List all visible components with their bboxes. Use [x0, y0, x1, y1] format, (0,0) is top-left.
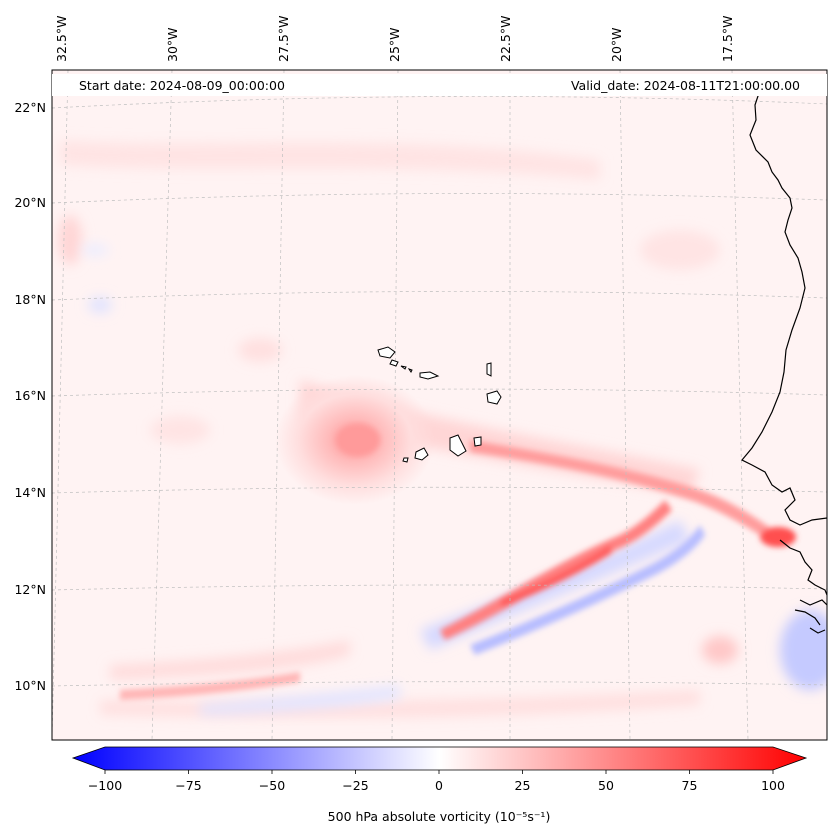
- cape-verde-islands: [377, 346, 502, 463]
- start-date-label: Start date: 2024-08-09_00:00:00: [79, 78, 285, 93]
- colorbar-tick-label: 75: [682, 778, 698, 793]
- plot-frame: [51, 69, 828, 741]
- header-strip: [52, 74, 827, 96]
- lat-label-20n: 20°N: [14, 195, 46, 210]
- colorbar-tick-label: 0: [435, 778, 443, 793]
- africa-coastline: [741, 89, 827, 526]
- lat-label-10n: 10°N: [14, 678, 46, 693]
- latitude-labels: 22°N 20°N 18°N 16°N 14°N 12°N 10°N: [14, 100, 46, 693]
- colorbar-bar: [71, 746, 808, 771]
- lon-label-17-5w: 17.5°W: [720, 16, 735, 62]
- lat-label-22n: 22°N: [14, 100, 46, 115]
- colorbar-tick-label: 25: [515, 778, 531, 793]
- lat-label-14n: 14°N: [14, 485, 46, 500]
- colorbar-tick-label: −100: [88, 778, 122, 793]
- colorbar-tick-label: −50: [259, 778, 285, 793]
- colorbar-label: 500 hPa absolute vorticity (10⁻⁵s⁻¹): [328, 809, 551, 824]
- lon-label-32-5w: 32.5°W: [54, 16, 69, 62]
- vorticity-field: [52, 70, 827, 740]
- colorbar-tick-label: −25: [342, 778, 368, 793]
- lon-label-22-5w: 22.5°W: [498, 16, 513, 62]
- lat-label-16n: 16°N: [14, 388, 46, 403]
- graticule: [52, 70, 827, 740]
- longitude-labels: 32.5°W 30°W 27.5°W 25°W 22.5°W 20°W 17.5…: [54, 16, 735, 62]
- colorbar-tick-label: 50: [598, 778, 614, 793]
- lat-label-12n: 12°N: [14, 582, 46, 597]
- colorbar: −100 −75 −50 −25 0 25 50 75 100 500 hPa absolute…: [71, 746, 808, 824]
- lon-label-27-5w: 27.5°W: [276, 16, 291, 62]
- lat-label-18n: 18°N: [14, 292, 46, 307]
- valid-date-label: Valid_date: 2024-08-11T21:00:00.00: [571, 78, 800, 93]
- colorbar-tick-label: −75: [175, 778, 201, 793]
- lon-label-30w: 30°W: [165, 27, 180, 62]
- lon-label-25w: 25°W: [387, 27, 402, 62]
- lon-label-20w: 20°W: [609, 27, 624, 62]
- colorbar-tick-label: 100: [761, 778, 785, 793]
